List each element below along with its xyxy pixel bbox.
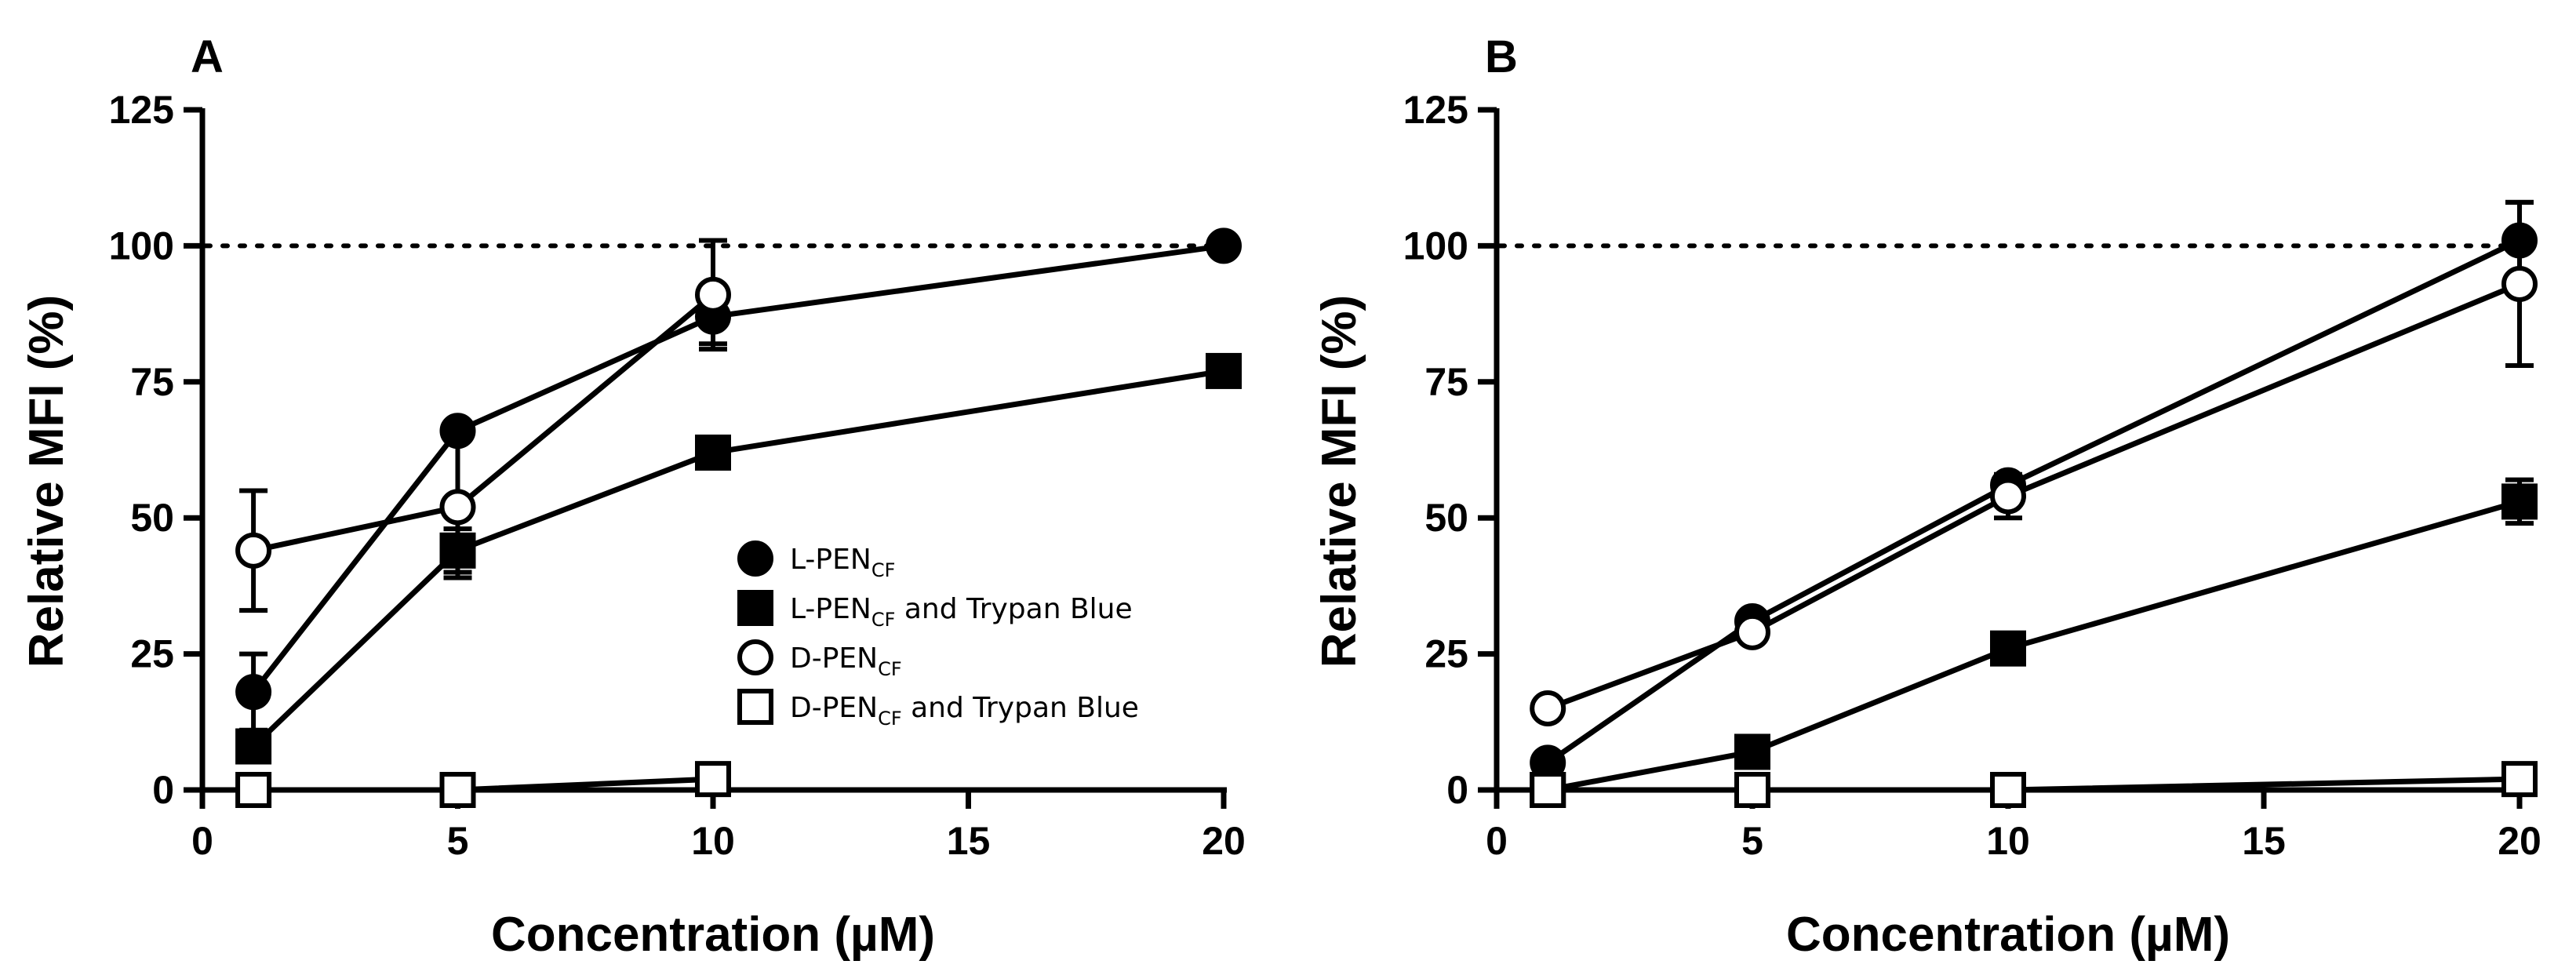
point-d_pen_tb [1734,772,1770,808]
point-d_pen_tb [235,772,272,808]
x-axis-title: Concentration (µM) [1786,908,2230,962]
y-tick-label: 50 [130,496,174,540]
point-d_pen [439,489,476,526]
x-tick-label: 5 [1741,819,1763,863]
x-tick-label: 20 [2498,819,2541,863]
point-l_pen_tb [235,728,272,765]
series-line-d_pen [1546,281,2521,712]
panel-letter: A [191,31,224,82]
point-d_pen [1990,478,2026,515]
point-d_pen [235,532,272,569]
x-tick-label: 10 [691,819,735,863]
legend-label-l_pen: L-PENCF [790,544,895,581]
point-l_pen_tb [439,532,476,569]
y-tick-label: 75 [130,360,174,404]
x-tick-label: 0 [1486,819,1508,863]
point-l_pen_tb [1734,733,1770,770]
point-l_pen_tb [1206,352,1242,389]
series-line-l_pen_tb [251,368,1224,749]
x-tick-label: 10 [1986,819,2030,863]
point-l_pen_tb [2501,483,2538,520]
y-axis-title: Relative MFI (%) [1312,295,1366,668]
point-l_pen [1206,227,1242,264]
y-tick-label: 0 [152,768,174,812]
y-tick-label: 100 [109,224,174,267]
y-tick-label: 100 [1403,224,1468,267]
x-tick-label: 0 [191,819,213,863]
point-l_pen_tb [1990,630,2026,667]
point-d_pen_tb [2501,761,2538,798]
point-l_pen [439,413,476,449]
x-tick-label: 5 [447,819,469,863]
y-tick-label: 125 [109,88,174,132]
series-line-d_pen [253,293,715,554]
series-line-d_pen_tb [1548,776,2520,793]
x-tick-label: 15 [2242,819,2286,863]
series-line-l_pen [1546,238,2521,766]
series-line-l_pen_tb [1547,499,2520,793]
point-d_pen [1530,690,1566,726]
legend: L-PENCF L-PENCF and Trypan Blue D-PENCF D-P… [737,540,1139,730]
legend-label-d_pen: D-PENCF [790,642,902,680]
point-l_pen [2501,222,2538,259]
panel-a: A 0 25 50 75 100 125 0 5 10 15 20 Concentration (µM)… [20,31,1246,962]
series-line-l_pen [251,242,1224,694]
legend-marker-l_pen [737,540,773,577]
x-tick-label: 20 [1202,819,1246,863]
point-d_pen_tb [1530,772,1566,808]
point-l_pen [235,674,272,711]
point-d_pen [695,276,731,313]
panel-b: B 0 25 50 75 100 125 0 5 10 15 20 Concentration (µM)… [1312,31,2541,962]
panel-letter: B [1485,31,1518,82]
point-l_pen_tb [695,434,731,471]
x-axis-title: Concentration (µM) [491,908,935,962]
legend-marker-d_pen [737,639,773,675]
legend-label-d_pen_tb: D-PENCF and Trypan Blue [790,692,1139,730]
y-tick-label: 25 [130,632,174,676]
point-d_pen_tb [1990,772,2026,808]
point-d_pen_tb [439,772,476,808]
y-tick-label: 0 [1446,768,1468,812]
point-d_pen [1734,613,1770,650]
y-axis-title: Relative MFI (%) [20,295,74,668]
legend-label-l_pen_tb: L-PENCF and Trypan Blue [790,593,1133,631]
y-tick-label: 125 [1403,88,1468,132]
point-d_pen [2501,265,2538,302]
x-tick-label: 15 [947,819,991,863]
legend-marker-l_pen_tb [737,590,773,626]
y-tick-label: 25 [1424,632,1468,676]
y-tick-label: 75 [1424,360,1468,404]
point-d_pen_tb [695,761,731,798]
y-tick-label: 50 [1424,496,1468,540]
legend-marker-d_pen_tb [737,689,773,725]
